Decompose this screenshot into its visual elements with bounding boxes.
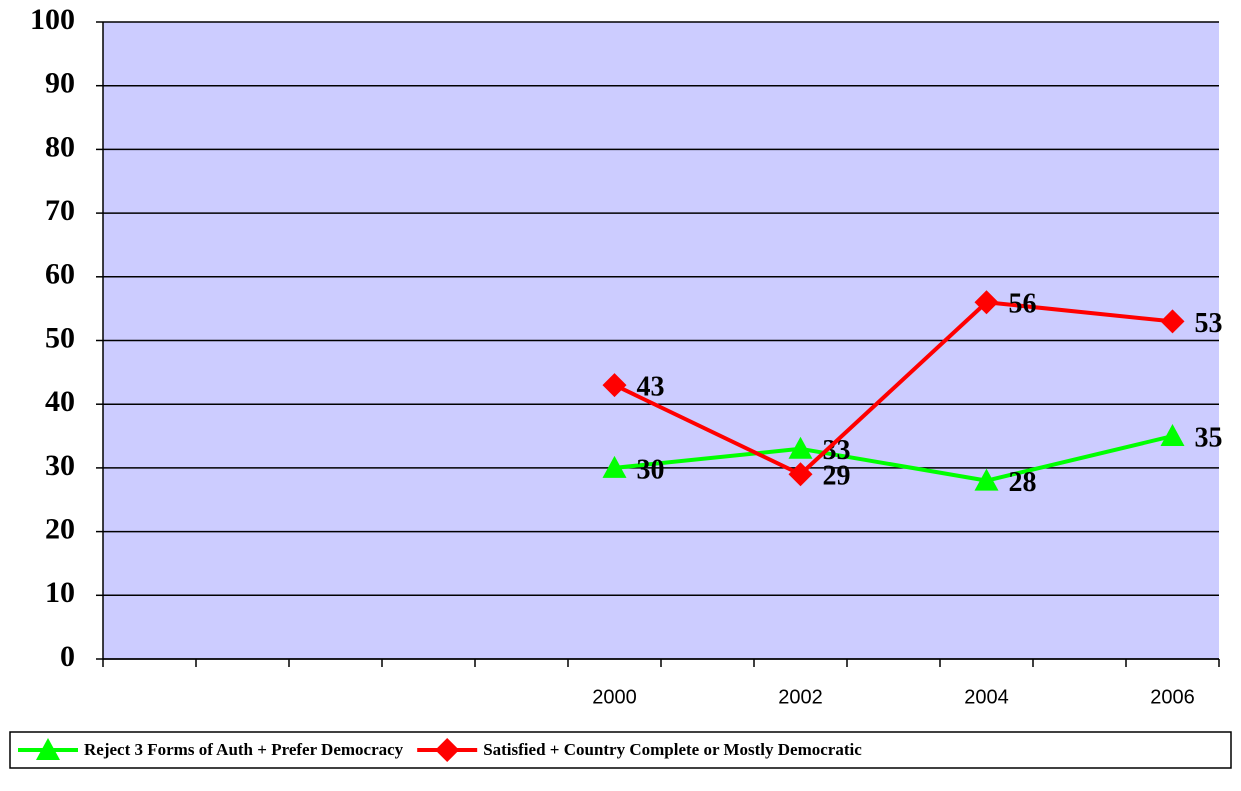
x-tick-label: 2000 [592,686,637,708]
legend-label: Reject 3 Forms of Auth + Prefer Democrac… [84,740,404,759]
marker [602,373,627,398]
legend-box [9,731,1232,769]
marker [974,468,999,491]
marker [788,436,813,459]
data-label: 28 [1009,467,1037,498]
y-tick-label: 40 [45,385,75,418]
x-tick-label: 2002 [778,686,823,708]
y-tick-label: 90 [45,67,75,100]
data-label: 35 [1195,422,1223,453]
marker [36,738,60,760]
y-tick-label: 60 [45,258,75,291]
x-tick-label: 2004 [964,686,1009,708]
data-label: 29 [823,461,851,492]
marker [1160,309,1185,334]
marker [1160,424,1185,447]
data-label: 43 [637,372,665,403]
marker [435,738,460,762]
y-tick-label: 10 [45,576,75,609]
y-tick-label: 30 [45,449,75,482]
data-label: 30 [637,454,665,485]
data-label: 53 [1195,308,1223,339]
marker [974,290,999,315]
line-segment [613,383,802,477]
legend-label: Satisfied + Country Complete or Mostly D… [483,740,862,759]
line-segment [799,300,988,476]
y-tick-label: 80 [45,130,75,163]
line-segment [614,446,801,470]
y-tick-label: 50 [45,321,75,354]
line-segment [800,446,987,483]
x-tick-label: 2006 [1150,686,1195,708]
y-tick-label: 100 [30,3,75,36]
line-segment [986,300,1173,324]
marker [788,462,813,487]
y-tick-label: 70 [45,194,75,227]
data-label: 56 [1009,289,1037,320]
line-segment [986,434,1173,483]
y-tick-label: 0 [60,640,75,673]
y-tick-label: 20 [45,512,75,545]
marker [602,455,627,478]
